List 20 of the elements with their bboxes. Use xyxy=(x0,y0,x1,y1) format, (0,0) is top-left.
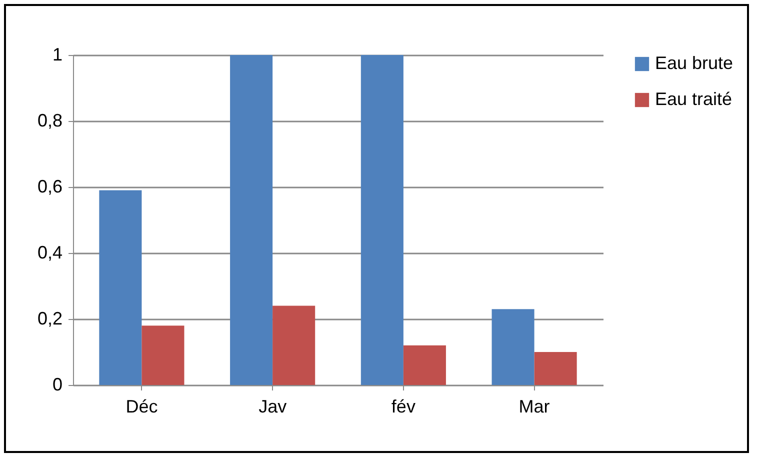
y-tick-label: 0,2 xyxy=(37,308,62,328)
y-tick-label: 0,4 xyxy=(37,242,62,262)
y-tick-label: 0,8 xyxy=(37,110,62,130)
x-tick-label: Mar xyxy=(518,396,550,416)
y-tick-label: 1 xyxy=(52,44,62,64)
bar xyxy=(272,306,316,385)
y-tick-label: 0,6 xyxy=(37,176,62,196)
legend-label: Eau traité xyxy=(655,89,732,109)
bar xyxy=(534,352,577,385)
y-tick-label: 0 xyxy=(52,374,62,394)
bar xyxy=(403,345,446,385)
bar xyxy=(230,55,273,385)
legend-label: Eau brute xyxy=(655,53,734,73)
x-tick-label: fév xyxy=(391,396,416,416)
bar xyxy=(142,326,184,385)
bar xyxy=(99,190,142,385)
bar xyxy=(360,55,404,385)
bar xyxy=(492,309,534,385)
x-tick-label: Déc xyxy=(126,396,158,416)
x-tick-label: Jav xyxy=(258,396,287,416)
